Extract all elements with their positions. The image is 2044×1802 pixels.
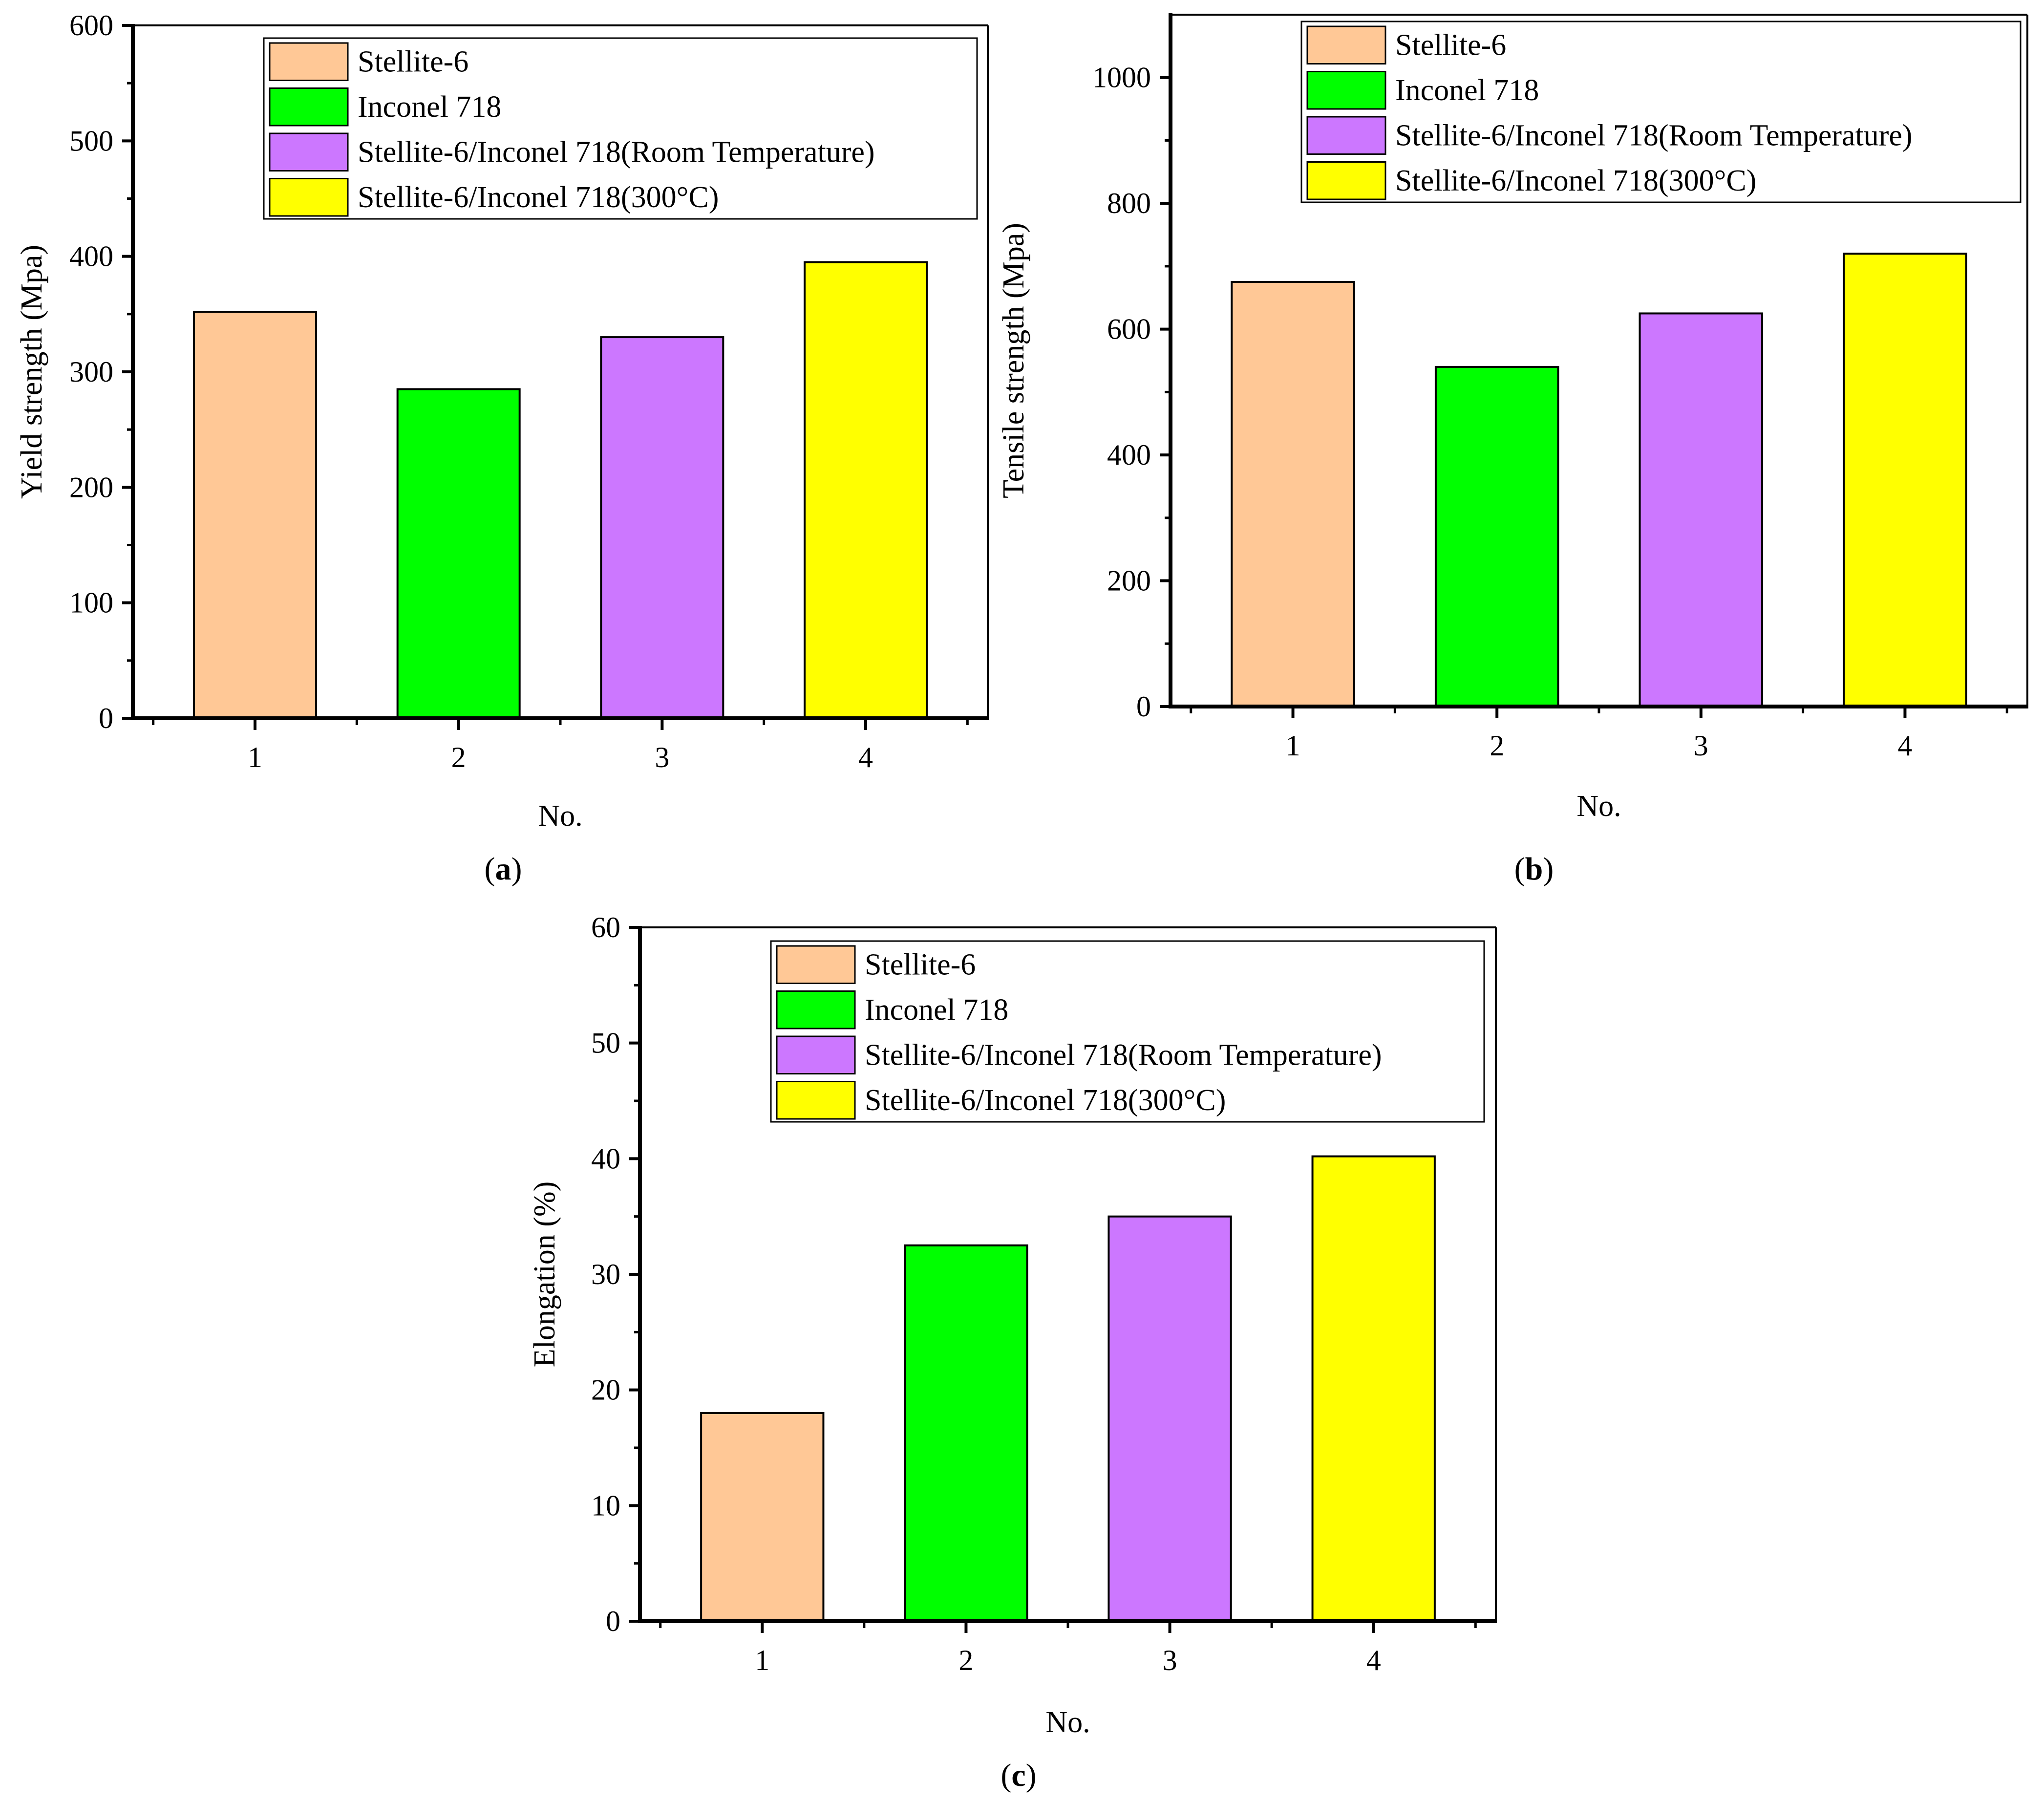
legend-swatch-a-4 <box>269 178 349 217</box>
y-axis-label-b: Tensile strength (Mpa) <box>997 223 1030 498</box>
legend-swatch-b-2 <box>1306 71 1386 110</box>
legend-box-a <box>263 37 978 220</box>
legend-swatch-c-1 <box>776 945 856 984</box>
chart-panel-a: 0 100 200 300 400 500 600 1 2 3 4 No. Yield strength… <box>15 9 989 887</box>
legend-label-c-4: Stellite-6/Inconel 718(300°C) <box>865 1084 1226 1117</box>
x-tick-label-b-1: 1 <box>1286 729 1300 762</box>
legend-swatch-b-3 <box>1306 116 1386 155</box>
legend-label-a-4: Stellite-6/Inconel 718(300°C) <box>358 181 719 214</box>
y-tick-label-a-600: 600 <box>69 9 113 42</box>
chart-panel-b: 0 200 400 600 800 1000 1 2 3 4 No. Tensile strength… <box>997 13 2028 887</box>
legend-label-c-1: Stellite-6 <box>865 948 976 981</box>
legend-swatch-a-1 <box>269 42 349 81</box>
legend-swatch-b-1 <box>1306 25 1386 64</box>
bar-b-2 <box>1434 365 1559 708</box>
y-tick-label-b-800: 800 <box>1107 187 1151 219</box>
legend-swatch-c-2 <box>776 990 856 1030</box>
y-tick-label-b-1000: 1000 <box>1092 62 1151 94</box>
bar-c-2 <box>904 1244 1028 1622</box>
panel-label-a: (a) <box>485 851 522 887</box>
y-tick-label-a-400: 400 <box>69 240 113 273</box>
legend-swatch-a-3 <box>269 132 349 172</box>
x-tick-label-b-4: 4 <box>1897 729 1912 762</box>
bar-c-4 <box>1311 1155 1436 1623</box>
legend-label-c-2: Inconel 718 <box>865 993 1008 1027</box>
x-tick-label-a-3: 3 <box>655 741 669 773</box>
panel-label-c: (c) <box>1001 1758 1036 1793</box>
y-tick-label-c-40: 40 <box>591 1142 620 1175</box>
legend-swatch-c-4 <box>776 1081 856 1120</box>
y-tick-label-b-0: 0 <box>1136 690 1151 723</box>
y-tick-label-c-60: 60 <box>591 911 620 944</box>
legend-box-c <box>770 940 1485 1123</box>
bar-c-1 <box>700 1412 825 1622</box>
x-tick-label-b-2: 2 <box>1490 729 1504 762</box>
x-tick-label-c-1: 1 <box>755 1644 769 1676</box>
y-tick-label-c-30: 30 <box>591 1258 620 1290</box>
bar-a-3 <box>600 336 724 719</box>
y-tick-label-c-0: 0 <box>606 1605 620 1637</box>
bar-c-3 <box>1107 1215 1232 1623</box>
y-tick-label-b-400: 400 <box>1107 439 1151 471</box>
x-tick-label-a-4: 4 <box>858 741 873 773</box>
chart-panel-c: 0 10 20 30 40 50 60 1 2 3 4 No. Elongation (%) Stelli… <box>528 911 1497 1793</box>
legend-label-c-3: Stellite-6/Inconel 718(Room Temperature) <box>865 1038 1382 1072</box>
bar-a-1 <box>193 311 317 719</box>
y-tick-label-b-600: 600 <box>1107 313 1151 345</box>
legend-b: Stellite-6 Inconel 718 Stellite-6/Inconel … <box>1300 21 2022 203</box>
x-tick-label-c-3: 3 <box>1163 1644 1177 1676</box>
y-tick-label-c-50: 50 <box>591 1027 620 1059</box>
x-tick-label-a-1: 1 <box>248 741 262 773</box>
legend-label-b-3: Stellite-6/Inconel 718(Room Temperature) <box>1395 119 1913 152</box>
y-tick-label-a-100: 100 <box>69 587 113 619</box>
x-tick-label-c-2: 2 <box>958 1644 973 1676</box>
y-tick-label-a-500: 500 <box>69 125 113 157</box>
bar-b-4 <box>1843 253 1967 708</box>
legend-a: Stellite-6 Inconel 718 Stellite-6/Inconel … <box>263 37 978 220</box>
bar-b-1 <box>1231 281 1355 708</box>
x-axis-label-a: No. <box>538 799 582 833</box>
y-tick-label-c-10: 10 <box>591 1489 620 1522</box>
y-tick-label-a-0: 0 <box>99 702 113 734</box>
y-axis-label-c: Elongation (%) <box>528 1181 561 1368</box>
y-tick-label-a-300: 300 <box>69 356 113 388</box>
x-tick-label-b-3: 3 <box>1694 729 1708 762</box>
legend-swatch-b-4 <box>1306 161 1386 200</box>
legend-swatch-c-3 <box>776 1035 856 1074</box>
legend-label-b-2: Inconel 718 <box>1395 74 1539 107</box>
x-axis-label-c: No. <box>1045 1706 1090 1739</box>
bar-a-2 <box>396 388 521 719</box>
bar-a-4 <box>804 261 928 719</box>
legend-label-b-1: Stellite-6 <box>1395 28 1506 62</box>
legend-swatch-a-2 <box>269 87 349 127</box>
y-tick-label-a-200: 200 <box>69 471 113 503</box>
y-tick-label-c-20: 20 <box>591 1374 620 1406</box>
x-tick-label-c-4: 4 <box>1366 1644 1381 1676</box>
legend-label-a-3: Stellite-6/Inconel 718(Room Temperature) <box>358 135 875 169</box>
x-tick-label-a-2: 2 <box>451 741 466 773</box>
legend-label-a-1: Stellite-6 <box>358 45 468 78</box>
panel-label-b: (b) <box>1514 851 1554 887</box>
y-axis-label-a: Yield strength (Mpa) <box>15 245 48 499</box>
legend-box-b <box>1300 21 2022 203</box>
x-axis-label-b: No. <box>1576 790 1621 823</box>
y-tick-label-b-200: 200 <box>1107 565 1151 597</box>
legend-c: Stellite-6 Inconel 718 Stellite-6/Inconel … <box>770 940 1485 1123</box>
legend-label-a-2: Inconel 718 <box>358 90 501 124</box>
legend-label-b-4: Stellite-6/Inconel 718(300°C) <box>1395 164 1756 197</box>
bar-b-3 <box>1639 312 1764 708</box>
